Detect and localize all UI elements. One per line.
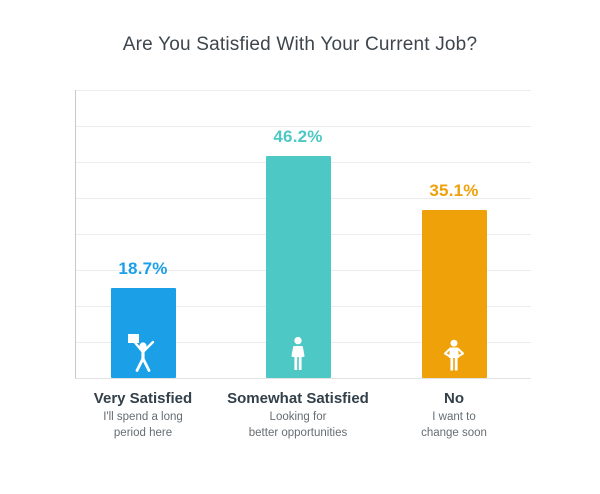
category-subtitle-somewhat-satisfied: Looking for better opportunities (248, 411, 348, 439)
bar-no (421, 209, 487, 378)
category-label-somewhat-satisfied: Somewhat Satisfied (227, 390, 369, 407)
bar-very-satisfied (110, 288, 176, 378)
disappointed-person-icon (441, 337, 467, 372)
value-label-no: 35.1% (429, 180, 479, 200)
bar-somewhat-satisfied (265, 156, 331, 378)
bar-group-somewhat-satisfied: 46.2% Somewhat Satisfied Looking for bet… (218, 127, 378, 438)
standing-person-icon (287, 336, 309, 372)
bar-group-no: 35.1% No I want to change soon (374, 180, 534, 439)
category-label-no: No (444, 390, 464, 407)
value-label-very-satisfied: 18.7% (118, 259, 168, 279)
plot-area: 18.7% Very Satisfied I'll spend (75, 90, 534, 439)
chart-title: Are You Satisfied With Your Current Job? (122, 34, 478, 55)
bar-group-very-satisfied: 18.7% Very Satisfied I'll spend (63, 259, 223, 438)
category-block: Very Satisfied I'll spend a long period … (63, 390, 223, 441)
category-block: Somewhat Satisfied Looking for better op… (218, 390, 378, 441)
celebrating-person-icon (125, 332, 161, 372)
category-label-very-satisfied: Very Satisfied (93, 390, 193, 407)
category-subtitle-no: I want to change soon (421, 411, 487, 439)
category-subtitle-very-satisfied: I'll spend a long period here (103, 411, 183, 439)
value-label-somewhat-satisfied: 46.2% (273, 127, 323, 147)
category-block: No I want to change soon (374, 390, 534, 441)
